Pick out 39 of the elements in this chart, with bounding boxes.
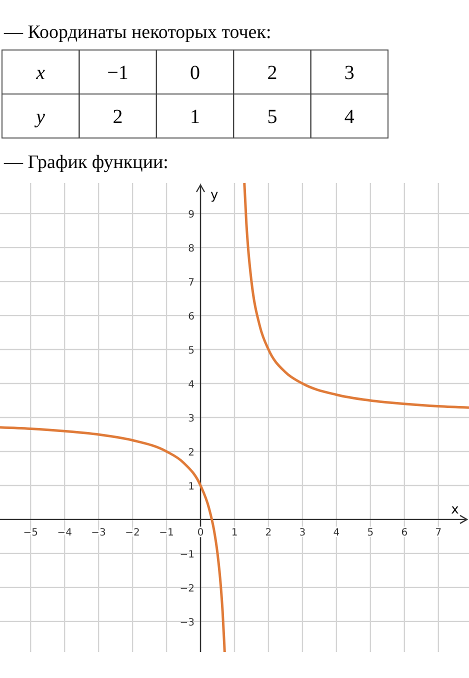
x-tick-label: −3: [91, 527, 106, 538]
x-tick-label: 4: [333, 527, 340, 538]
x-tick-label: 5: [367, 527, 374, 538]
y-tick-label: 6: [188, 312, 195, 323]
y-tick-label: 1: [188, 481, 195, 492]
x-tick-label: 3: [299, 527, 306, 538]
y-tick-label: 4: [188, 380, 195, 391]
y-tick-label: 5: [188, 346, 195, 357]
text: 4: [344, 106, 354, 128]
chart-title: — График функции:: [3, 152, 168, 173]
y-tick-label: −2: [180, 583, 195, 594]
text: 5: [267, 106, 278, 128]
text: y: [34, 106, 46, 128]
x-tick-label: 7: [435, 527, 442, 538]
y-tick-label: 3: [188, 414, 195, 424]
text: −1: [107, 62, 128, 84]
text: 2: [267, 62, 278, 84]
y-axis-title: y: [210, 188, 219, 203]
y-tick-label: 8: [188, 244, 195, 255]
text: — Координаты некоторых точек:: [3, 22, 272, 43]
y-tick-label: 2: [188, 447, 195, 458]
x-tick-label: −4: [57, 527, 72, 538]
y-tick-label: −1: [180, 549, 195, 560]
x-tick-label: 6: [401, 527, 408, 538]
text: 0: [190, 62, 200, 84]
x-tick-label: 2: [265, 527, 272, 538]
x-tick-label: −5: [23, 527, 38, 538]
line-series: [243, 182, 469, 409]
text: x: [35, 62, 46, 84]
x-tick-label: −2: [125, 527, 140, 538]
x-tick-label: 1: [231, 527, 238, 538]
x-tick-label: −1: [159, 527, 174, 538]
text: 3: [344, 62, 354, 84]
x-axis-title: x: [451, 502, 460, 518]
line-series: [0, 426, 226, 654]
y-tick-label: 9: [188, 210, 195, 221]
y-tick-label: −3: [180, 617, 195, 628]
text: 2: [112, 106, 123, 128]
y-tick-label: 7: [188, 278, 195, 289]
